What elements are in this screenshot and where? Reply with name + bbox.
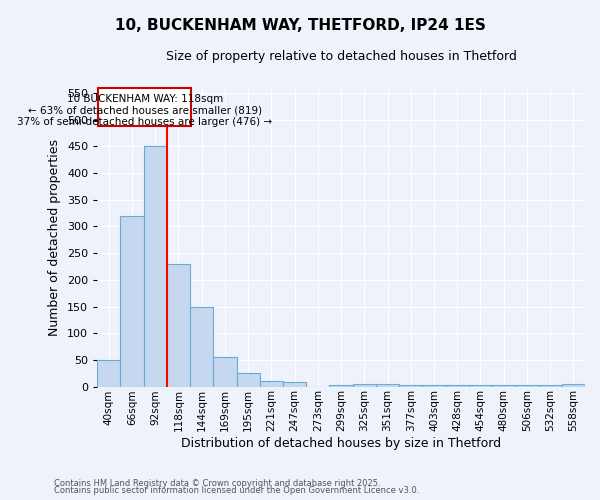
Bar (190, 306, 214, 386)
Bar (97, 360, 121, 386)
Text: ← 63% of detached houses are smaller (819): ← 63% of detached houses are smaller (81… (28, 106, 262, 116)
FancyBboxPatch shape (98, 88, 191, 126)
Text: Contains HM Land Registry data © Crown copyright and database right 2025.: Contains HM Land Registry data © Crown c… (54, 478, 380, 488)
Y-axis label: Number of detached properties: Number of detached properties (49, 138, 61, 336)
Bar (376, 384, 399, 386)
Bar (446, 385, 469, 386)
Text: 37% of semi-detached houses are larger (476) →: 37% of semi-detached houses are larger (… (17, 117, 272, 127)
Text: 10, BUCKENHAM WAY, THETFORD, IP24 1ES: 10, BUCKENHAM WAY, THETFORD, IP24 1ES (115, 18, 485, 32)
Bar (121, 216, 143, 386)
X-axis label: Distribution of detached houses by size in Thetford: Distribution of detached houses by size … (181, 437, 501, 450)
Bar (236, 373, 260, 386)
Bar (329, 385, 353, 386)
Bar (260, 381, 283, 386)
Bar (399, 385, 422, 386)
Title: Size of property relative to detached houses in Thetford: Size of property relative to detached ho… (166, 50, 517, 63)
Bar (562, 384, 585, 386)
Bar (283, 382, 306, 386)
Text: 10 BUCKENHAM WAY: 118sqm: 10 BUCKENHAM WAY: 118sqm (67, 94, 223, 104)
Bar (214, 357, 236, 386)
Bar (167, 264, 190, 386)
Bar (353, 384, 376, 386)
Text: Contains public sector information licensed under the Open Government Licence v3: Contains public sector information licen… (54, 486, 419, 495)
Bar (143, 146, 167, 386)
